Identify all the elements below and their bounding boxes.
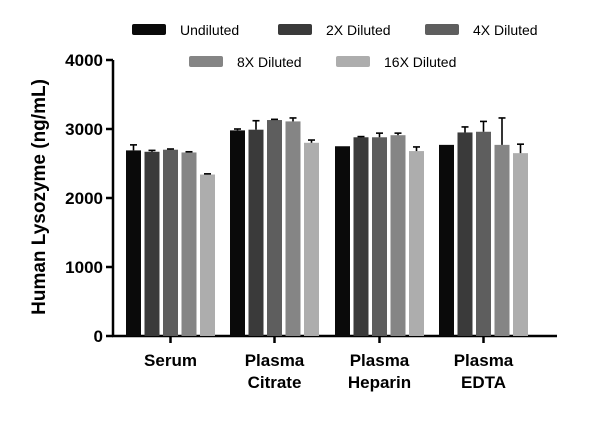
legend-swatch	[189, 56, 223, 67]
x-tick-label: Heparin	[348, 373, 411, 392]
x-axis-labels: Serum Plasma Citrate Plasma Heparin Plasma EDT…	[144, 336, 514, 392]
bar	[353, 137, 369, 336]
y-tick-label: 2000	[65, 189, 103, 208]
y-tick-label: 4000	[65, 51, 103, 70]
legend-item: 8X Diluted	[189, 54, 302, 70]
bar	[409, 151, 424, 336]
bar	[372, 137, 387, 336]
bar	[200, 174, 215, 336]
bar	[267, 120, 282, 336]
legend-item: 4X Diluted	[425, 22, 538, 38]
bar	[513, 153, 528, 336]
legend-swatch	[336, 56, 370, 67]
bar	[304, 142, 319, 336]
y-tick-label: 0	[94, 327, 103, 346]
y-tick-label: 3000	[65, 120, 103, 139]
x-tick-label: Plasma	[245, 351, 305, 370]
legend-label: 8X Diluted	[237, 54, 302, 70]
bar	[181, 152, 197, 336]
x-tick-label: Plasma	[454, 351, 514, 370]
bar	[144, 151, 160, 336]
x-tick-label: Serum	[144, 351, 197, 370]
bar	[335, 146, 350, 336]
legend-label: Undiluted	[180, 22, 239, 38]
bar	[285, 121, 301, 336]
bar	[230, 130, 245, 336]
bar	[457, 132, 473, 336]
x-tick-label: Plasma	[350, 351, 410, 370]
legend-swatch	[425, 24, 459, 35]
bar	[476, 131, 491, 336]
bars	[126, 117, 528, 336]
legend-swatch	[278, 24, 312, 35]
legend-swatch	[132, 24, 166, 35]
bar	[494, 144, 510, 336]
legend-item: Undiluted	[132, 22, 239, 38]
legend-label: 2X Diluted	[326, 22, 391, 38]
x-tick-label: Citrate	[248, 373, 302, 392]
y-axis-title: Human Lysozyme (ng/mL)	[29, 79, 50, 315]
legend-item: 2X Diluted	[278, 22, 391, 38]
bar	[163, 149, 178, 336]
bar	[439, 144, 454, 336]
y-tick-label: 1000	[65, 258, 103, 277]
legend-label: 16X Diluted	[384, 54, 456, 70]
legend-item: 16X Diluted	[336, 54, 456, 70]
bar	[248, 129, 264, 336]
legend-label: 4X Diluted	[473, 22, 538, 38]
x-tick-label: EDTA	[461, 373, 506, 392]
bar	[126, 150, 141, 336]
legend: Undiluted 2X Diluted 4X Diluted 8X Diluted 1…	[132, 22, 538, 70]
bar	[390, 135, 406, 336]
